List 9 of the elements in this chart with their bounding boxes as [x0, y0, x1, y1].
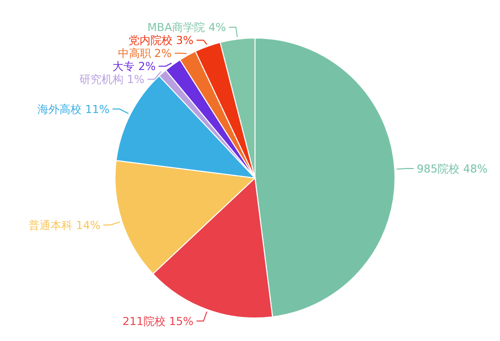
slice-label: 普通本科 14%	[28, 218, 100, 232]
slice-label: 中高职 2%	[118, 47, 172, 60]
slice-label: 985院校 48%	[416, 162, 488, 176]
slice-label: 大专 2%	[112, 60, 156, 74]
slice-label: 研究机构 1%	[80, 73, 144, 86]
slice-label: 211院校 15%	[122, 314, 194, 328]
slice-label: MBA商学院 4%	[147, 21, 226, 34]
slice-label: 党内院校 3%	[128, 34, 194, 48]
slice-label: 海外高校 11%	[38, 102, 110, 116]
